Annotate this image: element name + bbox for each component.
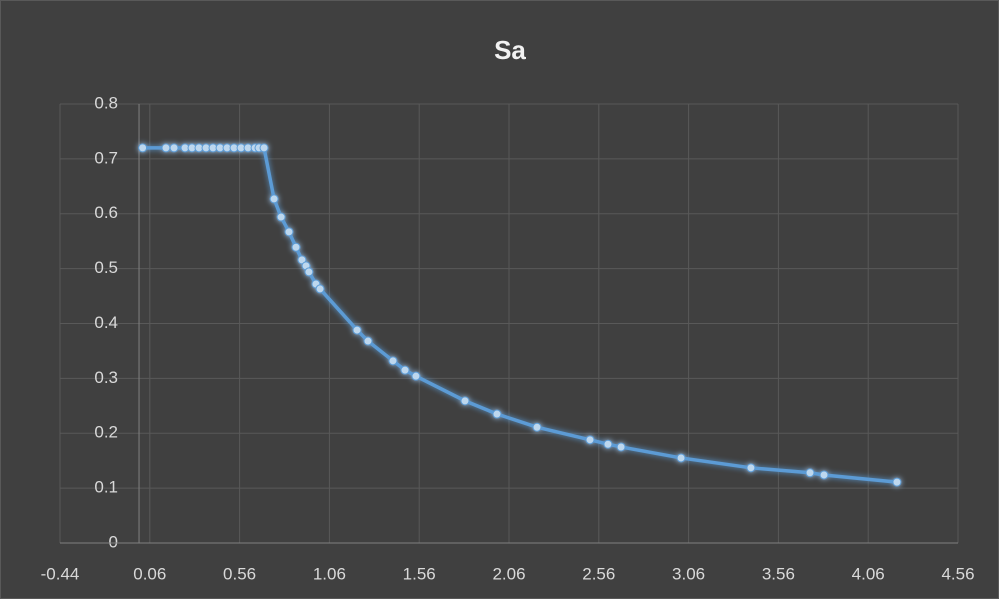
data-point: [585, 435, 595, 445]
data-point: [603, 439, 613, 449]
data-point: [388, 356, 398, 366]
data-point: [819, 470, 829, 480]
data-point: [616, 442, 626, 452]
chart-title: Sa: [494, 35, 526, 65]
data-point: [297, 255, 307, 265]
data-point: [805, 468, 815, 478]
y-tick-label: 0.8: [94, 93, 118, 112]
data-point: [532, 422, 542, 432]
data-point: [138, 143, 148, 153]
x-tick-label: 4.56: [941, 564, 974, 583]
data-point: [304, 267, 314, 277]
x-tick-label: 3.06: [672, 564, 705, 583]
data-point: [259, 143, 269, 153]
data-point: [746, 463, 756, 473]
data-point: [892, 477, 902, 487]
x-tick-label: 0.06: [133, 564, 166, 583]
y-tick-label: 0.4: [94, 313, 118, 332]
x-tick-label: 0.56: [223, 564, 256, 583]
data-point: [676, 453, 686, 463]
data-point: [161, 143, 171, 153]
x-tick-label: 3.56: [762, 564, 795, 583]
data-point: [291, 242, 301, 252]
x-tick-label: 2.06: [492, 564, 525, 583]
data-point: [284, 227, 294, 237]
data-point: [460, 396, 470, 406]
y-tick-label: 0: [109, 532, 118, 551]
series: [138, 143, 902, 487]
data-point: [400, 365, 410, 375]
data-point: [363, 336, 373, 346]
x-tick-label: 2.56: [582, 564, 615, 583]
y-tick-label: 0.3: [94, 368, 118, 387]
data-point: [269, 194, 279, 204]
x-tick-label: 4.06: [852, 564, 885, 583]
data-point: [411, 371, 421, 381]
x-tick-label: -0.44: [41, 564, 80, 583]
y-tick-label: 0.1: [94, 478, 118, 497]
data-point: [352, 325, 362, 335]
y-tick-label: 0.7: [94, 148, 118, 167]
data-point: [276, 212, 286, 222]
y-tick-label: 0.6: [94, 203, 118, 222]
data-point: [315, 284, 325, 294]
x-tick-label: 1.56: [403, 564, 436, 583]
data-point: [492, 409, 502, 419]
x-tick-label: 1.06: [313, 564, 346, 583]
data-point: [169, 143, 179, 153]
y-tick-label: 0.5: [94, 258, 118, 277]
y-tick-label: 0.2: [94, 423, 118, 442]
